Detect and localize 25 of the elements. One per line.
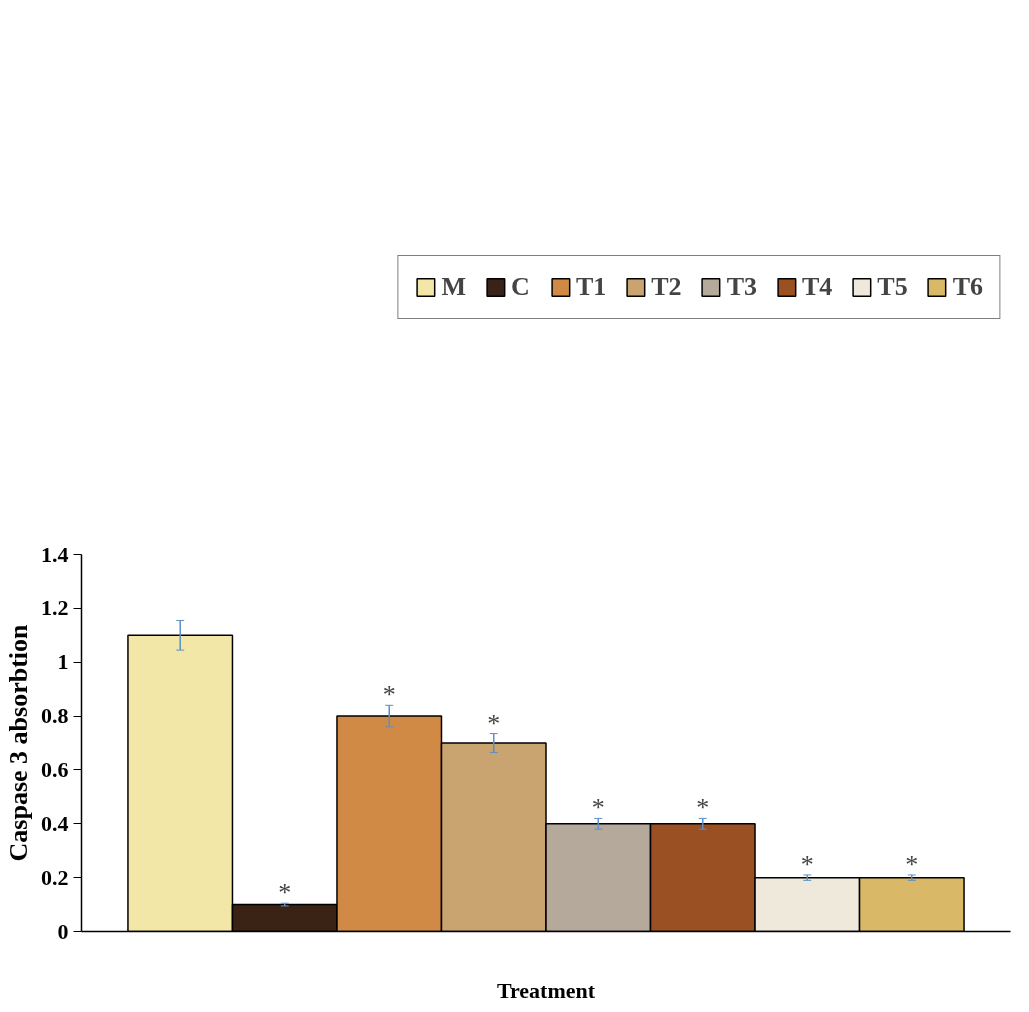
y-tick-label: 1.2 — [41, 595, 69, 621]
data-label: * — [696, 793, 710, 823]
y-tick-label: 0.8 — [41, 703, 69, 729]
legend-label: T4 — [801, 272, 833, 302]
y-axis-title: Caspase 3 absorbtion — [4, 623, 33, 862]
legend-label: M — [441, 272, 466, 302]
legend-label: T5 — [877, 272, 908, 302]
y-tick-label: 0.4 — [41, 810, 69, 836]
y-tick-label: 1 — [57, 649, 69, 675]
legend-label: T6 — [952, 272, 983, 302]
legend-label: T3 — [726, 272, 757, 302]
legend-label: C — [510, 272, 531, 302]
data-label: * — [800, 849, 814, 879]
data-label: * — [905, 849, 919, 879]
legend-label: T2 — [651, 272, 682, 302]
data-label: * — [487, 708, 501, 738]
y-tick-label: 1.4 — [41, 541, 69, 567]
x-axis-title: Treatment — [496, 977, 596, 1003]
legend-label: T1 — [575, 272, 607, 302]
y-tick-label: 0.2 — [41, 864, 69, 890]
y-tick-label: 0.6 — [41, 756, 69, 782]
data-label: * — [382, 680, 396, 710]
data-label: * — [591, 793, 605, 823]
y-tick-label: 0 — [57, 918, 69, 944]
data-label: * — [278, 878, 292, 908]
